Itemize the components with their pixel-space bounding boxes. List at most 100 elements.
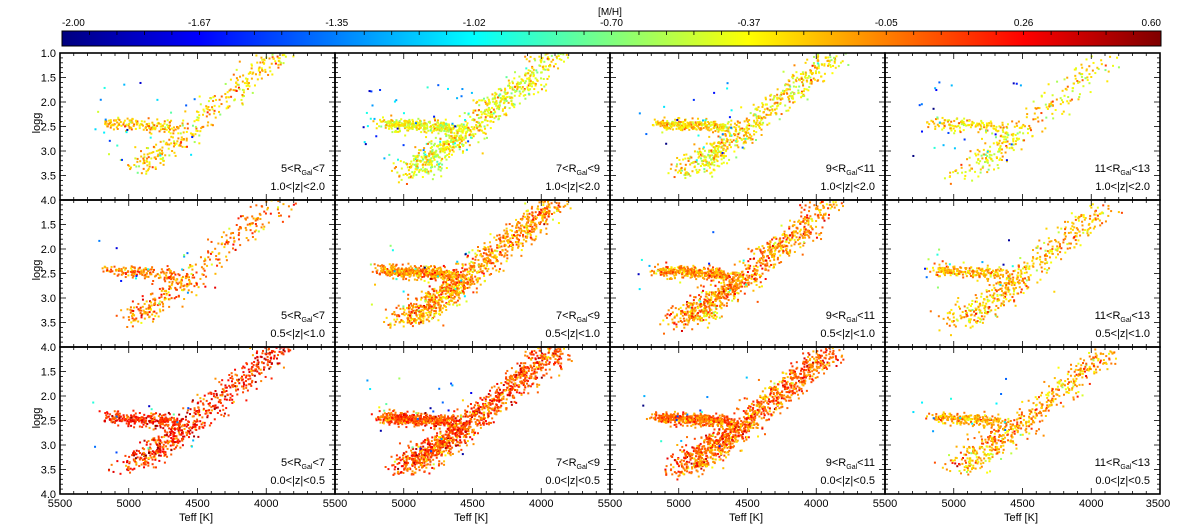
data-point xyxy=(147,275,150,278)
data-point xyxy=(165,141,168,144)
data-point xyxy=(422,158,425,161)
data-point xyxy=(130,126,133,129)
data-point xyxy=(440,289,443,292)
data-point xyxy=(488,261,491,264)
data-point xyxy=(965,124,968,127)
data-point xyxy=(666,121,669,124)
data-point xyxy=(698,150,701,153)
data-point xyxy=(121,270,124,273)
data-point xyxy=(746,120,749,123)
x-axis-label: Teff [K] xyxy=(729,512,763,524)
data-point xyxy=(251,215,254,218)
data-point xyxy=(160,157,163,160)
data-point xyxy=(757,123,760,126)
data-point xyxy=(986,150,989,153)
data-point xyxy=(409,316,412,319)
data-point xyxy=(548,206,551,209)
data-point xyxy=(384,266,387,269)
data-point xyxy=(423,127,426,130)
data-point xyxy=(743,137,746,140)
data-point xyxy=(700,123,703,126)
data-point xyxy=(557,55,560,58)
data-point xyxy=(541,219,544,222)
data-point xyxy=(148,304,151,307)
data-point xyxy=(214,286,217,289)
data-point xyxy=(246,78,249,81)
data-point xyxy=(405,126,408,129)
panel-radius-label: 9<RGal<11 xyxy=(826,163,875,177)
data-point xyxy=(186,127,189,130)
data-point xyxy=(401,320,404,323)
data-point xyxy=(705,142,708,145)
data-point xyxy=(921,130,924,133)
data-point xyxy=(711,158,714,161)
data-point xyxy=(171,282,174,285)
data-point xyxy=(690,156,693,159)
data-point xyxy=(151,320,154,323)
data-point xyxy=(757,106,760,109)
data-point xyxy=(489,111,492,114)
data-point xyxy=(467,277,470,280)
data-point xyxy=(985,129,988,132)
data-point xyxy=(462,150,465,153)
data-point xyxy=(758,127,761,130)
data-point xyxy=(448,273,451,276)
data-point xyxy=(502,102,505,105)
data-point xyxy=(485,248,488,251)
data-point xyxy=(394,122,397,125)
data-point xyxy=(128,127,131,130)
data-point xyxy=(484,116,487,119)
data-point xyxy=(432,303,435,306)
data-point xyxy=(418,313,421,316)
data-point xyxy=(188,282,191,285)
data-point xyxy=(807,89,810,92)
data-point xyxy=(543,208,546,211)
data-point xyxy=(437,163,440,166)
data-point xyxy=(993,168,996,171)
data-point xyxy=(555,206,558,209)
data-point xyxy=(389,125,392,128)
data-point xyxy=(411,317,414,320)
data-point xyxy=(455,129,458,132)
data-point xyxy=(233,236,236,239)
data-point xyxy=(420,312,423,315)
panel-height-label: 1.0<|z|<2.0 xyxy=(1095,181,1150,193)
data-point xyxy=(402,144,405,147)
data-point xyxy=(523,89,526,92)
data-point xyxy=(218,98,221,101)
data-point xyxy=(934,87,937,90)
data-point xyxy=(197,119,200,122)
data-point xyxy=(536,205,539,208)
data-point xyxy=(494,91,497,94)
data-point xyxy=(195,283,198,286)
data-point xyxy=(494,254,497,257)
data-point xyxy=(450,289,453,292)
data-point xyxy=(495,100,498,103)
data-point xyxy=(156,118,159,121)
data-point xyxy=(433,306,436,309)
data-point xyxy=(978,123,981,126)
data-point xyxy=(202,125,205,128)
data-point xyxy=(413,163,416,166)
data-point xyxy=(739,127,742,130)
data-point xyxy=(547,75,550,78)
data-point xyxy=(1055,98,1058,101)
data-point xyxy=(705,160,708,163)
data-point xyxy=(436,160,439,163)
data-point xyxy=(109,126,112,129)
data-point xyxy=(158,308,161,311)
data-point xyxy=(448,152,451,155)
data-point xyxy=(437,84,440,87)
scatter-points xyxy=(912,55,1120,185)
data-point xyxy=(557,208,560,211)
data-point xyxy=(277,200,280,203)
data-point xyxy=(452,269,455,272)
data-point xyxy=(1088,65,1091,68)
data-point xyxy=(540,208,543,211)
data-point xyxy=(271,56,274,59)
data-point xyxy=(246,80,249,83)
data-point xyxy=(482,247,485,250)
colorbar-tick-label: 0.26 xyxy=(1014,18,1034,29)
data-point xyxy=(395,124,398,127)
data-point xyxy=(480,99,483,102)
